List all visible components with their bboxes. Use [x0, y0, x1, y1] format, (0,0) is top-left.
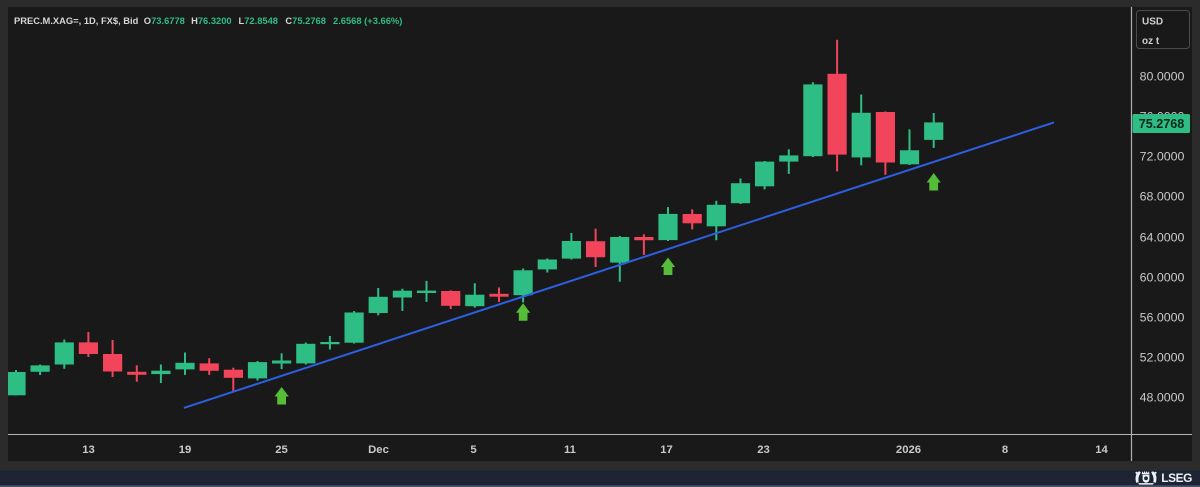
svg-text:75.2768: 75.2768 — [1139, 117, 1185, 131]
svg-text:80.0000: 80.0000 — [1140, 69, 1185, 83]
svg-text:2026: 2026 — [896, 444, 921, 456]
svg-text:USD: USD — [1142, 17, 1163, 28]
svg-text:60.0000: 60.0000 — [1140, 270, 1185, 284]
svg-text:8: 8 — [1002, 444, 1008, 456]
svg-text:Dec: Dec — [368, 444, 389, 456]
svg-text:23: 23 — [757, 444, 770, 456]
svg-text:H76.3200: H76.3200 — [191, 16, 232, 26]
svg-text:L72.8548: L72.8548 — [239, 16, 279, 26]
svg-text:17: 17 — [660, 444, 673, 456]
svg-text:68.0000: 68.0000 — [1140, 189, 1185, 203]
svg-text:5: 5 — [470, 444, 476, 456]
svg-text:14: 14 — [1095, 444, 1108, 456]
svg-text:2.6568 (+3.66%): 2.6568 (+3.66%) — [333, 16, 402, 26]
svg-text:19: 19 — [179, 444, 192, 456]
svg-text:C75.2768: C75.2768 — [285, 16, 326, 26]
svg-text:oz t: oz t — [1142, 36, 1160, 47]
svg-text:11: 11 — [564, 444, 576, 456]
svg-text:72.0000: 72.0000 — [1140, 149, 1185, 163]
svg-text:52.0000: 52.0000 — [1140, 350, 1185, 364]
svg-text:56.0000: 56.0000 — [1140, 310, 1185, 324]
svg-text:LSEG: LSEG — [1161, 471, 1192, 485]
svg-text:48.0000: 48.0000 — [1140, 390, 1185, 404]
svg-text:25: 25 — [275, 444, 288, 456]
svg-text:O73.6778: O73.6778 — [144, 16, 185, 26]
svg-text:64.0000: 64.0000 — [1140, 230, 1185, 244]
svg-text:PREC.M.XAG=, 1D, FX$, Bid: PREC.M.XAG=, 1D, FX$, Bid — [14, 16, 139, 26]
svg-text:13: 13 — [82, 444, 95, 456]
